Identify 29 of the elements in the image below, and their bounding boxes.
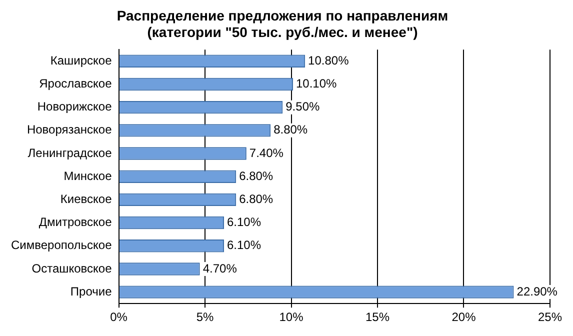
x-tick-label: 25% [538,310,562,324]
chart-title: Распределение предложения по направлениям (категории "50 тыс. руб./мес. и менее") [116,7,448,40]
data-label: 7.40% [249,146,284,160]
y-tick-label: Ярославское [39,76,112,91]
data-label: 10.10% [296,76,338,91]
y-tick-label: Новорижское [37,100,112,114]
y-tick-label: Осташковское [32,261,112,276]
data-label: 6.10% [226,215,262,230]
data-label: 4.70% [202,261,238,276]
x-tick-label: 20% [452,310,476,324]
y-tick-label: Минское [64,168,112,183]
data-label: 6.80% [239,168,274,183]
x-tick-label: 10% [279,310,304,324]
y-tick-label: Прочие [70,284,112,298]
data-label: 22.90% [516,284,558,298]
y-tick-label: Симверопольское [10,238,112,252]
data-label: 9.50% [286,100,320,114]
y-tick-label: Ленинградское [28,146,112,160]
data-label: 8.80% [274,122,308,137]
y-tick-label: Дмитровское [38,215,112,230]
x-tick-label: 5% [196,310,214,324]
data-label: 6.10% [226,238,262,252]
data-label: 6.80% [239,192,274,206]
y-tick-label: Киевское [60,192,112,206]
y-tick-label: Каширское [50,53,112,68]
x-tick-label: 15% [365,310,390,324]
data-label: 10.80% [308,53,350,68]
x-tick-label: 0% [110,310,128,324]
y-tick-label: Новорязанское [26,122,112,137]
